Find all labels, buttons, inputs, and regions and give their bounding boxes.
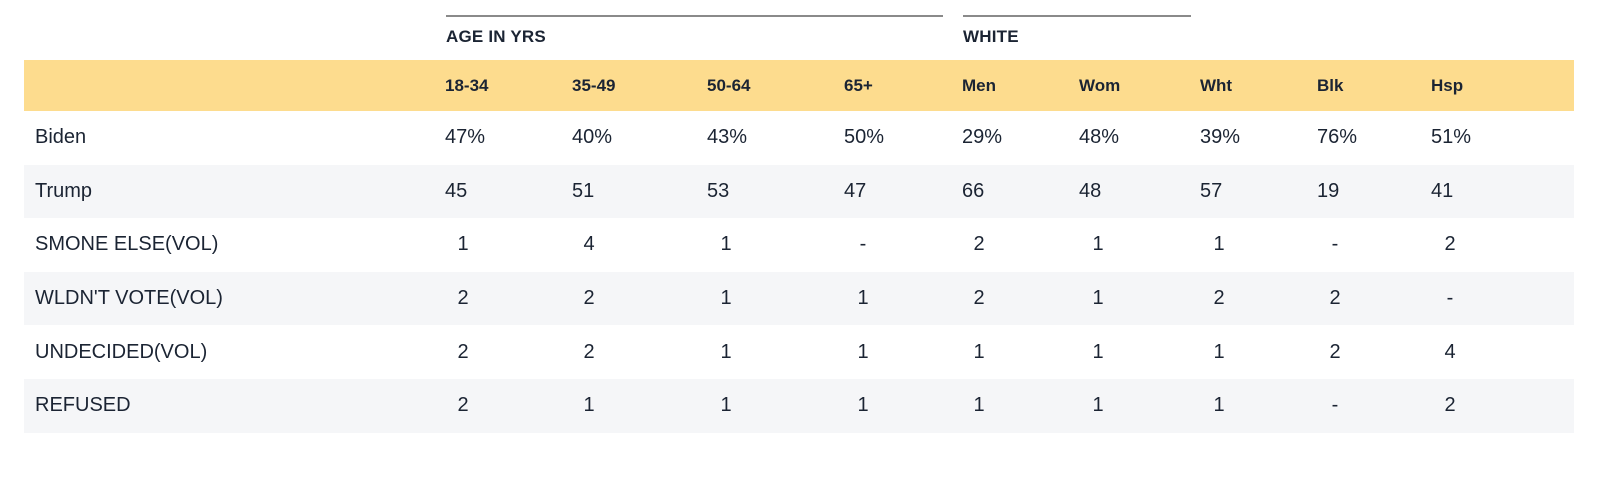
table-cell: 1 <box>1092 394 1104 417</box>
table-cell: 1 <box>720 287 732 310</box>
table-cell: 4 <box>1444 340 1456 363</box>
table-cell: 1 <box>720 340 732 363</box>
table-row: WLDN'T VOTE(VOL) 2 2 1 1 2 1 2 2 - <box>24 271 1574 326</box>
table-cell: 2 <box>973 287 985 310</box>
table-cell: 47 <box>844 179 867 202</box>
table-row: UNDECIDED(VOL) 2 2 1 1 1 1 1 2 4 <box>24 325 1574 379</box>
table-cell: 76% <box>1317 126 1358 149</box>
table-cell: 2 <box>1444 394 1456 417</box>
crosstab-table: 18-34 35-49 50-64 65+ Men Wom Wht Blk Hsp Biden 47… <box>24 60 1574 433</box>
column-header: Hsp <box>1431 75 1464 95</box>
table-cell: 2 <box>1329 340 1341 363</box>
table-cell: 1 <box>1092 287 1104 310</box>
table-cell: 39% <box>1200 126 1241 149</box>
table-cell: 4 <box>583 233 595 256</box>
table-header-row: 18-34 35-49 50-64 65+ Men Wom Wht Blk Hsp <box>24 60 1574 111</box>
row-label: SMONE ELSE(VOL) <box>35 233 219 256</box>
column-header: 18-34 <box>445 75 489 95</box>
table-cell: 1 <box>457 233 469 256</box>
table-cell: 2 <box>973 233 985 256</box>
table-cell: 1 <box>857 340 869 363</box>
table-cell: 40% <box>572 126 613 149</box>
table-row: Biden 47% 40% 43% 50% 29% 48% 39% 76% 51% <box>24 111 1574 165</box>
table-cell: 57 <box>1200 179 1223 202</box>
table-cell: 1 <box>1092 340 1104 363</box>
table-cell: 2 <box>583 287 595 310</box>
row-label: Biden <box>35 126 87 149</box>
table-cell: - <box>1331 233 1339 256</box>
table-cell: 19 <box>1317 179 1340 202</box>
table-row: Trump 45 51 53 47 66 48 57 19 41 <box>24 164 1574 219</box>
column-group-header: AGE IN YRS WHITE <box>0 0 1600 60</box>
column-header: 65+ <box>844 75 873 95</box>
table-cell: 48% <box>1079 126 1120 149</box>
table-cell: - <box>1331 394 1339 417</box>
table-cell: 2 <box>1213 287 1225 310</box>
row-label: REFUSED <box>35 394 131 417</box>
table-cell: 2 <box>457 340 469 363</box>
table-cell: 53 <box>707 179 730 202</box>
row-label: WLDN'T VOTE(VOL) <box>35 287 223 310</box>
table-cell: 2 <box>583 340 595 363</box>
table-cell: 1 <box>1213 233 1225 256</box>
table-row: SMONE ELSE(VOL) 1 4 1 - 2 1 1 - 2 <box>24 218 1574 272</box>
table-cell: 1 <box>720 233 732 256</box>
table-cell: 29% <box>962 126 1003 149</box>
table-cell: 66 <box>962 179 985 202</box>
table-cell: - <box>1446 287 1454 310</box>
column-header: Wht <box>1200 75 1233 95</box>
table-cell: 48 <box>1079 179 1102 202</box>
table-cell: 1 <box>973 394 985 417</box>
table-cell: - <box>859 233 867 256</box>
column-header: 35-49 <box>572 75 616 95</box>
table-cell: 1 <box>1092 233 1104 256</box>
column-group-label: WHITE <box>963 27 1019 46</box>
table-cell: 51% <box>1431 126 1472 149</box>
column-header: Wom <box>1079 75 1121 95</box>
table-cell: 47% <box>445 126 486 149</box>
table-cell: 2 <box>1444 233 1456 256</box>
table-cell: 1 <box>857 287 869 310</box>
table-cell: 1 <box>1213 340 1225 363</box>
column-group-age: AGE IN YRS <box>446 15 943 57</box>
table-cell: 1 <box>583 394 595 417</box>
column-group-label: AGE IN YRS <box>446 27 546 46</box>
table-cell: 2 <box>457 394 469 417</box>
row-label: Trump <box>35 179 93 202</box>
table-cell: 41 <box>1431 179 1454 202</box>
column-header: Men <box>962 75 996 95</box>
table-cell: 45 <box>445 179 468 202</box>
row-label: UNDECIDED(VOL) <box>35 340 208 363</box>
table-cell: 2 <box>457 287 469 310</box>
table-cell: 51 <box>572 179 595 202</box>
table-cell: 1 <box>857 394 869 417</box>
table-cell: 43% <box>707 126 748 149</box>
table-cell: 1 <box>720 394 732 417</box>
table-cell: 1 <box>973 340 985 363</box>
table-cell: 2 <box>1329 287 1341 310</box>
column-header: Blk <box>1317 75 1344 95</box>
table-cell: 50% <box>844 126 885 149</box>
table-row: REFUSED 2 1 1 1 1 1 1 - 2 <box>24 378 1574 433</box>
table-cell: 1 <box>1213 394 1225 417</box>
column-group-white: WHITE <box>963 15 1191 57</box>
column-header: 50-64 <box>707 75 751 95</box>
